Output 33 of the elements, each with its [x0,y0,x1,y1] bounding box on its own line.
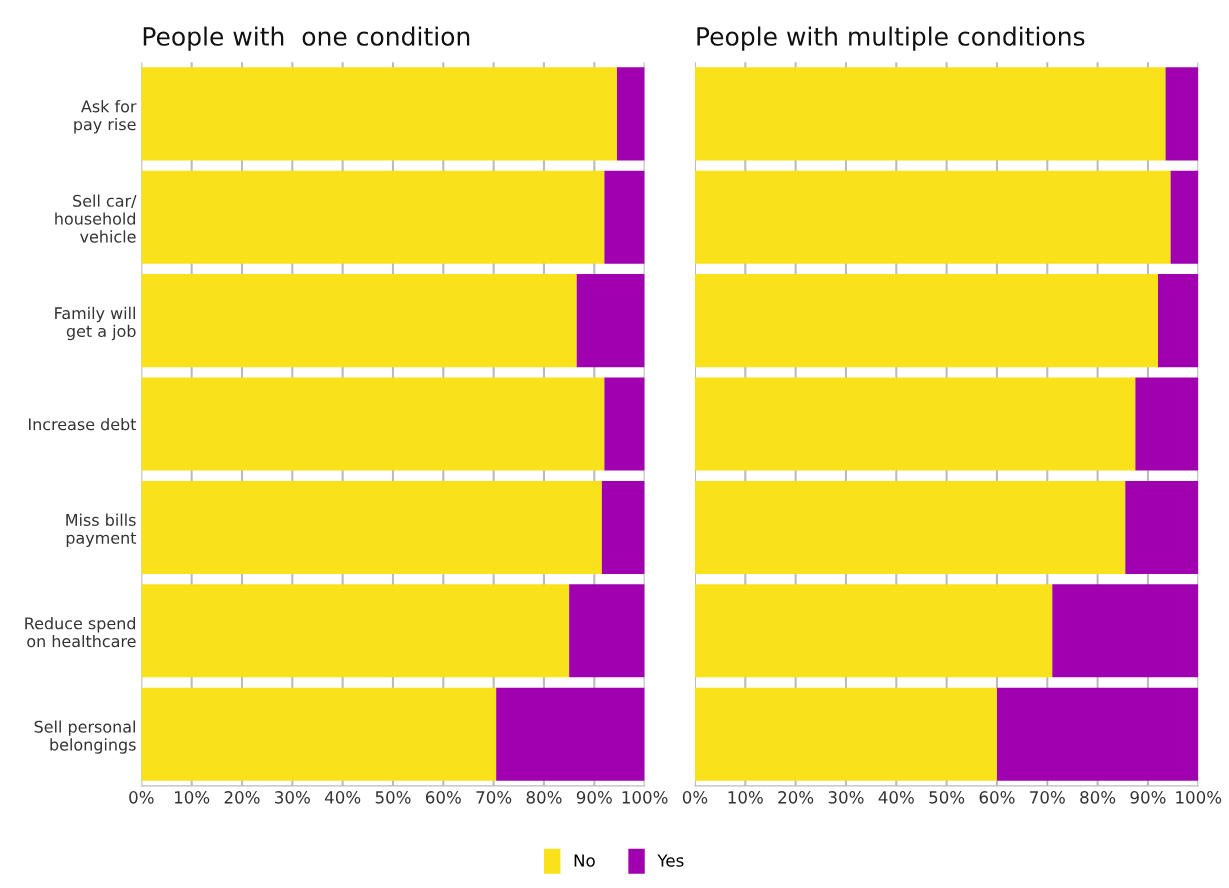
x-tick-label: 0% [682,791,708,804]
x-tick-label: 30% [828,791,864,804]
x-tick-label: 40% [878,791,914,804]
legend-label: No [574,854,595,867]
x-tick-label: 60% [425,791,461,804]
x-tick-label: 60% [979,791,1015,804]
x-tick-label: 50% [929,791,965,804]
x-tick-label: 100% [1176,791,1222,804]
x-tick-label: 30% [275,791,310,804]
chart-title: People with multiple conditions [697,26,1085,51]
x-tick-label: 10% [728,791,763,804]
chart-title: People with one condition [143,26,470,51]
y-tick-label: Family will get a job [55,306,136,341]
x-tick-label: 50% [375,791,411,804]
x-tick-label: 80% [526,791,562,804]
x-tick-label: 70% [476,791,512,804]
x-tick-label: 20% [778,791,814,804]
y-tick-label: Sell car/ household vehicle [55,194,137,243]
y-tick-label: Miss bills payment [66,513,137,547]
x-tick-label: 80% [1080,791,1116,804]
x-tick-label: 100% [622,791,668,804]
x-tick-label: 0% [129,791,154,804]
legend-label: Yes [657,854,684,867]
y-tick-label: Ask for pay rise [74,100,137,134]
x-tick-label: 20% [224,791,260,804]
x-tick-label: 90% [576,791,612,804]
x-tick-label: 70% [1030,791,1065,804]
x-tick-label: 10% [174,791,210,804]
x-tick-label: 40% [324,791,361,804]
y-tick-label: Sell personal belongings [34,720,136,754]
y-tick-label: Reduce spend on healthcare [25,617,136,648]
x-tick-label: 90% [1130,791,1166,804]
y-tick-label: Increase debt [29,417,137,431]
